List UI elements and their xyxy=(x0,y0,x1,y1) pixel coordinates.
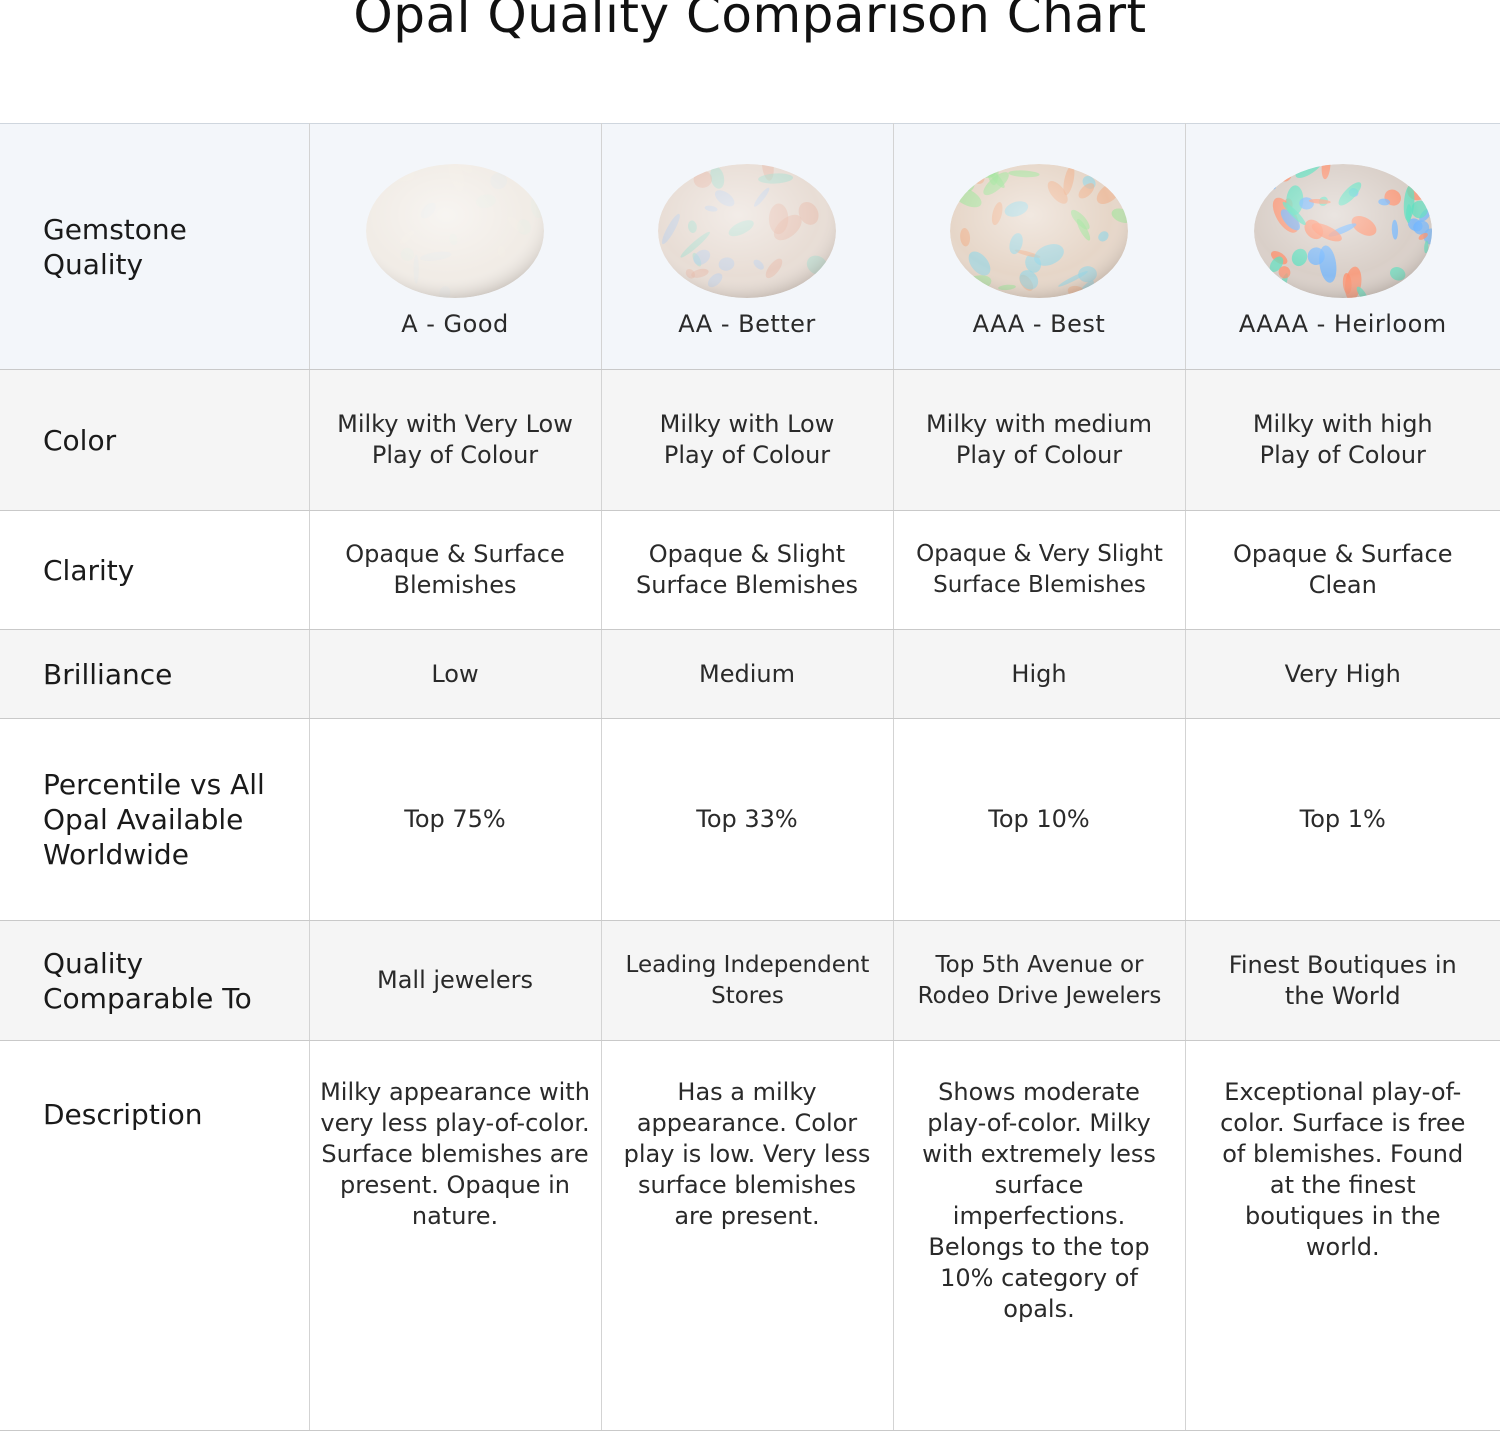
grade-label: AAA - Best xyxy=(972,310,1106,338)
grade-cell: AAAA - Heirloom xyxy=(1184,123,1500,370)
row-label-color: Color xyxy=(0,369,309,511)
table-cell: Milky with high Play of Colour xyxy=(1184,369,1500,511)
table-cell: Mall jewelers xyxy=(308,920,601,1041)
grade-cell: AA - Better xyxy=(600,123,893,370)
opal-gem-aa-icon xyxy=(658,164,836,298)
table-cell: Top 1% xyxy=(1184,718,1500,921)
table-row: Description Milky appearance with very l… xyxy=(0,1040,1500,1431)
table-cell: Milky appearance with very less play-of-… xyxy=(308,1040,601,1431)
grade-label: AA - Better xyxy=(678,310,816,338)
table-cell: Top 10% xyxy=(892,718,1185,921)
row-label-gemstone-quality: Gemstone Quality xyxy=(0,123,309,370)
table-cell: Has a milky appearance. Color play is lo… xyxy=(600,1040,893,1431)
row-label-description: Description xyxy=(0,1040,309,1431)
grade-cell: A - Good xyxy=(308,123,601,370)
table-cell: Opaque & Very Slight Surface Blemishes xyxy=(892,510,1185,630)
table-row: Quality Comparable To Mall jewelers Lead… xyxy=(0,920,1500,1041)
row-label-comparable: Quality Comparable To xyxy=(0,920,309,1041)
table-cell: Medium xyxy=(600,629,893,719)
grade-label: A - Good xyxy=(401,310,509,338)
table-cell: Exceptional play-of-color. Surface is fr… xyxy=(1184,1040,1500,1431)
table-row: Brilliance Low Medium High Very High xyxy=(0,629,1500,719)
table-cell: Top 75% xyxy=(308,718,601,921)
opal-gem-a-icon xyxy=(366,164,544,298)
grade-label: AAAA - Heirloom xyxy=(1238,310,1447,338)
opal-gem-aaa-icon xyxy=(950,164,1128,298)
grade-cell: AAA - Best xyxy=(892,123,1185,370)
row-label-clarity: Clarity xyxy=(0,510,309,630)
opal-gem-aaaa-icon xyxy=(1253,164,1432,298)
table-cell: Opaque & Surface Clean xyxy=(1184,510,1500,630)
page-title: Opal Quality Comparison Chart xyxy=(353,0,1147,44)
table-cell: Shows moderate play-of-color. Milky with… xyxy=(892,1040,1185,1431)
table-cell: Milky with Low Play of Colour xyxy=(600,369,893,511)
table-row: Gemstone Quality A - Good AA - Better AA… xyxy=(0,123,1500,370)
row-label-percentile: Percentile vs All Opal Available Worldwi… xyxy=(0,718,309,921)
row-label-brilliance: Brilliance xyxy=(0,629,309,719)
table-cell: Opaque & Surface Blemishes xyxy=(308,510,601,630)
table-cell: Milky with Very Low Play of Colour xyxy=(308,369,601,511)
table-cell: High xyxy=(892,629,1185,719)
table-cell: Opaque & Slight Surface Blemishes xyxy=(600,510,893,630)
comparison-table: Gemstone Quality A - Good AA - Better AA… xyxy=(0,123,1500,1431)
table-cell: Leading Independent Stores xyxy=(600,920,893,1041)
table-cell: Very High xyxy=(1184,629,1500,719)
table-row: Clarity Opaque & Surface Blemishes Opaqu… xyxy=(0,510,1500,630)
table-row: Color Milky with Very Low Play of Colour… xyxy=(0,369,1500,511)
table-cell: Milky with medium Play of Colour xyxy=(892,369,1185,511)
table-row: Percentile vs All Opal Available Worldwi… xyxy=(0,718,1500,921)
table-cell: Top 5th Avenue or Rodeo Drive Jewelers xyxy=(892,920,1185,1041)
table-cell: Low xyxy=(308,629,601,719)
table-cell: Finest Boutiques in the World xyxy=(1184,920,1500,1041)
table-cell: Top 33% xyxy=(600,718,893,921)
